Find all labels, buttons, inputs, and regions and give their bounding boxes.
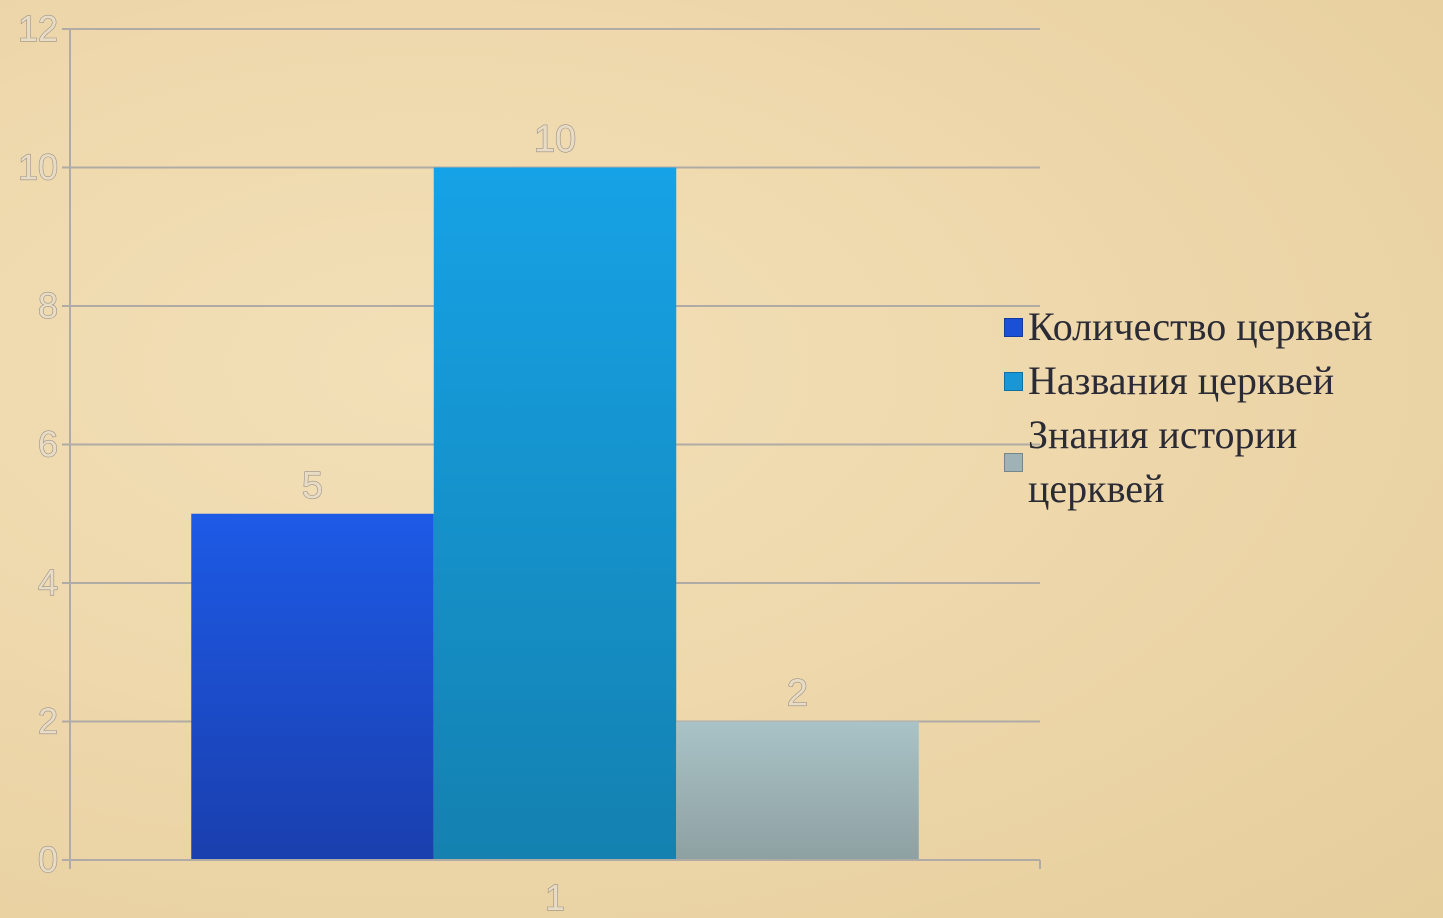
legend-swatch [1004,371,1023,391]
data-label: 10 [534,119,576,161]
legend-label: Знания истории церквей [1028,412,1298,511]
bars [191,167,919,860]
y-tick-label: 0 [38,839,58,880]
legend-swatch [1004,452,1023,472]
y-tick-label: 4 [38,562,58,603]
axes [62,28,1041,869]
y-tick-label: 6 [38,424,58,465]
legend: Количество церквей Названия церквей Знания… [1004,300,1440,516]
data-label: 5 [302,465,323,507]
y-tick-label: 2 [38,701,58,742]
y-tick-label: 8 [38,285,58,326]
y-tick-label: 12 [18,8,58,49]
legend-label: Количество церквей [1028,304,1373,349]
bar-series-1 [433,167,677,860]
legend-label: Названия церквей [1028,358,1335,403]
legend-item: Знания истории церквей [1004,408,1440,516]
legend-item: Названия церквей [1004,354,1440,408]
labels: 0 2 4 6 8 10 12 5 10 2 1 [17,7,808,918]
legend-item: Количество церквей [1004,300,1440,354]
data-label: 2 [787,673,808,715]
x-tick-label: 1 [545,877,565,918]
bar-series-0 [191,513,434,860]
bar-series-2 [676,721,919,860]
legend-swatch [1004,317,1023,337]
y-tick-label: 10 [18,147,58,188]
